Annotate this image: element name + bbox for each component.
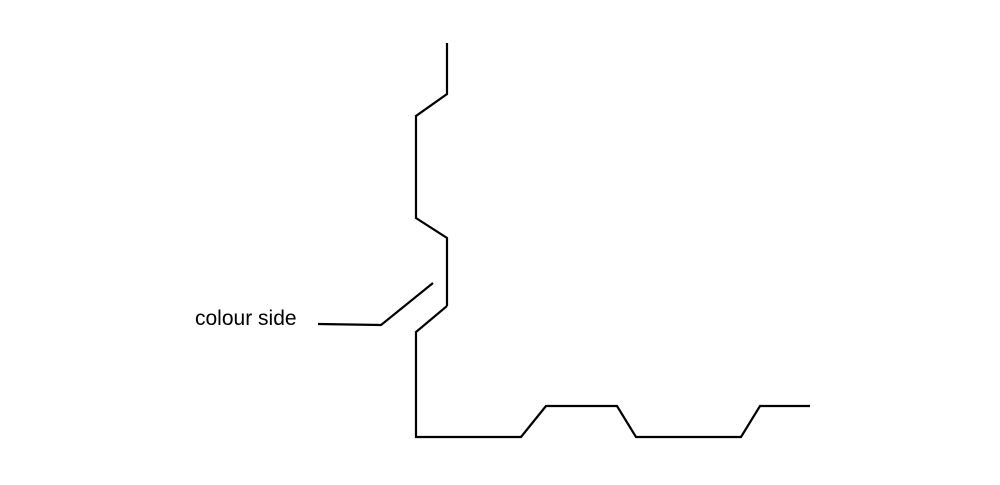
horizontal-sheet-profile (414, 305, 810, 439)
vertical-sheet-profile (414, 43, 449, 306)
colour-side-leader-line (317, 282, 434, 327)
colour-side-label: colour side (195, 307, 297, 330)
